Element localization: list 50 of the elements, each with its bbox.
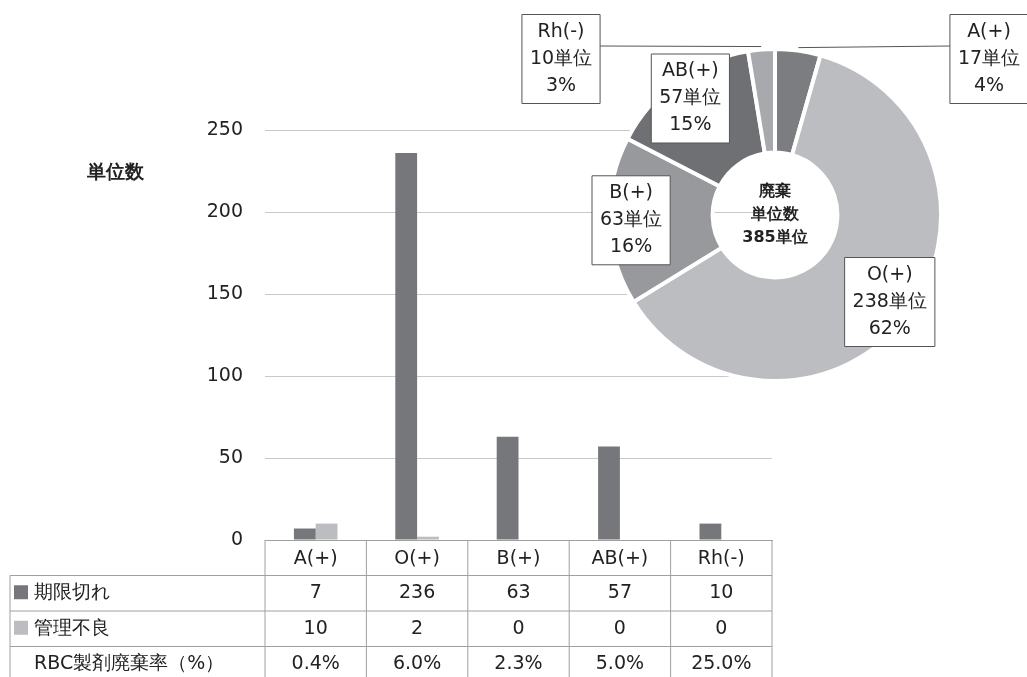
slice-label: B(+): [609, 180, 653, 203]
x-tick-label: AB(+): [591, 546, 649, 569]
data-label: 17単位 4%: [957, 45, 1021, 95]
data-label: 7: [309, 580, 322, 603]
slice-label: Rh(-): [537, 18, 585, 41]
text: 0.4%: [291, 651, 340, 674]
y-tick-label: 0: [230, 526, 243, 549]
data-label: 238単位 62%: [852, 288, 927, 338]
data-label: 10: [303, 615, 328, 638]
y-tick-label: 150: [206, 280, 243, 303]
text: 単位数: [750, 204, 800, 224]
data-label: 57: [607, 580, 632, 603]
x-tick-label: Rh(-): [697, 546, 745, 569]
bar: [699, 523, 722, 540]
x-tick-label: A(+): [293, 546, 338, 569]
text: 廃棄: [758, 181, 791, 201]
data-label: 236: [398, 580, 436, 603]
data-label: 2: [411, 615, 424, 638]
data-label: 57単位 15%: [659, 85, 722, 135]
y-tick-label: 50: [218, 444, 243, 467]
bar: [598, 446, 620, 540]
text: 5.0%: [595, 651, 645, 674]
bar: [395, 152, 418, 540]
slice-label: O(+): [866, 261, 913, 284]
slice-label: AB(+): [661, 58, 719, 81]
bar: [315, 523, 338, 540]
data-label: 0: [613, 615, 626, 638]
data-label: 63単位 16%: [600, 207, 663, 257]
annotation: 385単位: [742, 227, 808, 247]
data-label: 10単位 3%: [529, 45, 593, 95]
data-label: 0: [512, 615, 525, 638]
bar: [417, 536, 439, 540]
text: RBC製剤廃棄率（%）: [34, 651, 225, 674]
y-tick-label: 200: [206, 198, 243, 221]
data-label: 63: [506, 580, 531, 603]
x-tick-label: O(+): [394, 546, 440, 569]
slice-label: A(+): [967, 18, 1011, 41]
y-tick-label: 250: [206, 116, 243, 139]
legend-label: 管理不良: [34, 615, 110, 638]
data-label: 0: [715, 615, 728, 638]
text: 6.0%: [392, 651, 442, 674]
y-axis-title: 単位数: [85, 159, 145, 182]
x-tick-label: B(+): [496, 546, 541, 569]
text: 25.0%: [691, 651, 752, 674]
y-tick-label: 100: [206, 362, 243, 385]
data-label: 10: [709, 580, 734, 603]
legend-label: 期限切れ: [34, 580, 110, 603]
bar: [293, 528, 316, 540]
bar: [496, 436, 519, 540]
text: 2.3%: [494, 651, 543, 674]
